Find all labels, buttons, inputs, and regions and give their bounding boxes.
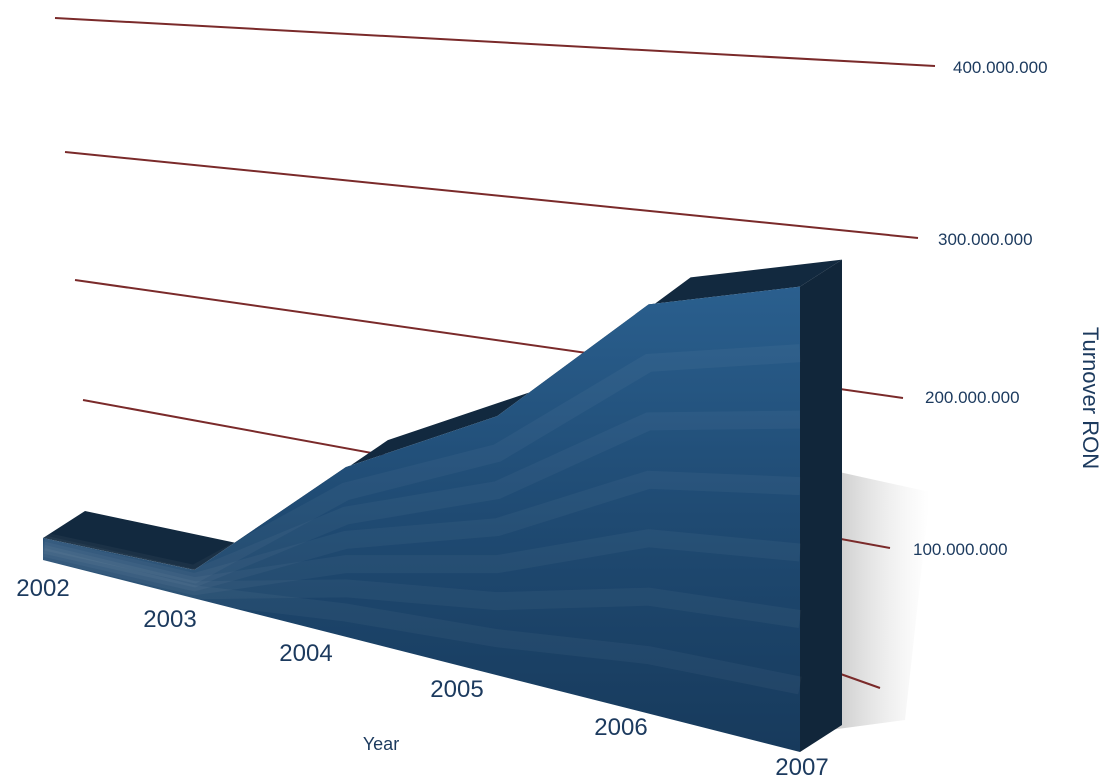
area-front-face [43, 286, 800, 752]
y-tick-label: 400.000.000 [953, 58, 1048, 77]
area-shading-band [40, 470, 801, 592]
area-series [40, 259, 842, 752]
x-tick-label: 2002 [16, 575, 69, 602]
x-axis-title: Year [363, 734, 399, 754]
x-tick-label: 2004 [279, 640, 332, 667]
area-shading-band [40, 548, 802, 695]
area-side-face [800, 259, 842, 752]
area-top-surface [43, 259, 842, 571]
area-shading-band [40, 544, 802, 628]
chart-shadow [830, 470, 930, 730]
x-tick-label: 2006 [594, 714, 647, 741]
gridline [64, 151, 919, 239]
gridline [834, 671, 881, 689]
y-tick-label: 100.000.000 [913, 540, 1008, 559]
x-tick-label: 2005 [430, 676, 483, 703]
shadow-shape [830, 470, 930, 730]
x-axis-ticks: 2002 2003 2004 2005 2006 2007 [16, 575, 828, 781]
x-tick-label: 2003 [143, 606, 196, 633]
y-axis-ticks: 100.000.000 200.000.000 300.000.000 400.000… [913, 58, 1048, 559]
x-tick-label: 2007 [775, 754, 828, 781]
y-axis-title: Turnover RON [1078, 327, 1103, 469]
y-tick-label: 300.000.000 [938, 230, 1033, 249]
gridline [54, 17, 936, 67]
area-shading-band [41, 344, 801, 584]
y-tick-label: 200.000.000 [925, 388, 1020, 407]
area-shading-band [41, 410, 801, 588]
area-shading-band [40, 529, 801, 596]
